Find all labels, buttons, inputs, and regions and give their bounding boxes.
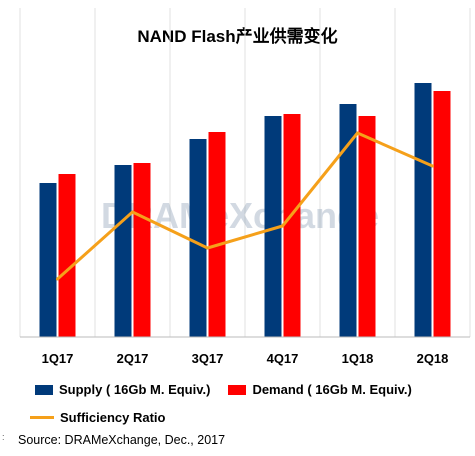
x-tick-label: 1Q17 xyxy=(42,351,74,366)
source-note: Source: DRAMeXchange, Dec., 2017 xyxy=(18,433,226,447)
legend-row-bars: Supply ( 16Gb M. Equiv.) Demand ( 16Gb M… xyxy=(35,382,412,397)
x-tick-label: 2Q17 xyxy=(117,351,149,366)
point-sufficiency-3q17 xyxy=(206,246,209,250)
bar-supply-4q17 xyxy=(264,116,282,337)
legend-swatch-ratio xyxy=(30,416,54,419)
x-tick-label: 3Q17 xyxy=(192,351,224,366)
legend-swatch-demand xyxy=(228,384,247,395)
bar-supply-1q17 xyxy=(39,183,57,337)
x-tick-label: 4Q17 xyxy=(267,351,299,366)
bar-supply-1q18 xyxy=(339,104,357,337)
legend-label-supply: Supply ( 16Gb M. Equiv.) xyxy=(59,382,211,397)
legend-swatch-supply xyxy=(35,384,53,395)
line-sufficiency-ratio xyxy=(56,131,434,281)
point-sufficiency-2q17 xyxy=(131,210,134,214)
bar-demand-4q17 xyxy=(283,114,301,337)
bar-demand-3q17 xyxy=(208,132,226,337)
bar-supply-2q18 xyxy=(414,83,432,337)
bar-demand-2q17 xyxy=(133,163,151,337)
chart-title: NAND Flash产业供需变化 xyxy=(137,27,338,46)
point-sufficiency-4q17 xyxy=(281,224,284,228)
point-sufficiency-1q17 xyxy=(56,277,59,281)
bar-demand-1q17 xyxy=(58,174,76,337)
point-sufficiency-1q18 xyxy=(356,131,359,135)
bar-supply-3q17 xyxy=(189,139,207,337)
bar-supply-2q17 xyxy=(114,165,132,337)
x-tick-label: 1Q18 xyxy=(342,351,374,366)
edge-mark: : xyxy=(2,432,5,442)
bar-demand-1q18 xyxy=(358,116,376,337)
legend-row-line: Sufficiency Ratio xyxy=(30,410,165,425)
point-sufficiency-2q18 xyxy=(431,164,434,168)
legend-label-demand: Demand ( 16Gb M. Equiv.) xyxy=(252,382,412,397)
legend-label-ratio: Sufficiency Ratio xyxy=(60,410,166,425)
x-tick-label: 2Q18 xyxy=(417,351,449,366)
bar-demand-2q18 xyxy=(433,91,451,337)
